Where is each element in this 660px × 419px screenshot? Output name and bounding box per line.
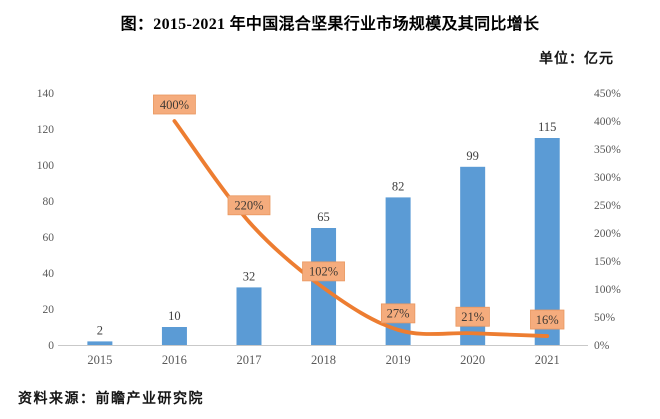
- right-axis-tick-label: 300%: [594, 172, 621, 184]
- chart-title: 图：2015-2021 年中国混合坚果行业市场规模及其同比增长: [120, 16, 540, 33]
- growth-label: 16%: [536, 313, 559, 327]
- x-axis-category-label: 2020: [460, 353, 485, 367]
- right-axis-tick-label: 200%: [594, 228, 621, 240]
- right-axis-tick-label: 350%: [594, 144, 621, 156]
- source-note: 资料来源：前瞻产业研究院: [18, 392, 204, 407]
- bar-value-label: 115: [538, 120, 556, 134]
- x-axis-category-label: 2021: [535, 353, 560, 367]
- left-axis-tick-label: 80: [43, 196, 55, 208]
- growth-label: 102%: [309, 265, 338, 279]
- bar-value-label: 99: [466, 149, 479, 163]
- bar: [236, 287, 262, 345]
- bar-value-label: 10: [168, 309, 181, 323]
- growth-label-box: [302, 261, 345, 282]
- growth-label-box: [380, 303, 416, 324]
- bar-value-label: 82: [392, 179, 405, 193]
- bar: [87, 341, 113, 345]
- growth-label: 400%: [160, 98, 189, 112]
- bar: [161, 327, 187, 345]
- right-axis-tick-label: 250%: [594, 200, 621, 212]
- bar-value-label: 2: [97, 323, 103, 337]
- right-axis-tick-label: 50%: [594, 312, 616, 324]
- bar-value-label: 65: [317, 210, 330, 224]
- left-axis-tick-label: 0: [48, 340, 54, 352]
- left-axis-tick-label: 40: [43, 268, 55, 280]
- left-axis-tick-label: 120: [37, 124, 55, 136]
- x-axis-category-label: 2017: [236, 353, 261, 367]
- growth-label-box: [227, 195, 271, 216]
- growth-label-box: [530, 309, 565, 330]
- growth-label: 27%: [387, 307, 410, 321]
- growth-line: [172, 119, 550, 338]
- left-axis-tick-label: 20: [43, 304, 55, 316]
- left-axis-tick-label: 100: [37, 160, 55, 172]
- unit-label: 单位：亿元: [539, 52, 614, 67]
- x-axis-category-label: 2018: [311, 353, 336, 367]
- growth-label: 21%: [461, 310, 484, 324]
- growth-label-box: [153, 94, 196, 115]
- right-axis-tick-label: 100%: [594, 284, 621, 296]
- growth-label-box: [455, 306, 490, 327]
- left-axis-tick-label: 140: [37, 88, 55, 100]
- right-axis-tick-label: 400%: [594, 116, 621, 128]
- right-axis-tick-label: 150%: [594, 256, 621, 268]
- x-axis-category-label: 2019: [386, 353, 411, 367]
- x-axis-category-label: 2015: [87, 353, 112, 367]
- growth-label: 220%: [234, 199, 263, 213]
- x-axis-category-label: 2016: [162, 353, 187, 367]
- bar-value-label: 32: [243, 269, 256, 283]
- right-axis-tick-label: 450%: [594, 88, 621, 100]
- right-axis-tick-label: 0%: [594, 340, 610, 352]
- left-axis-tick-label: 60: [43, 232, 55, 244]
